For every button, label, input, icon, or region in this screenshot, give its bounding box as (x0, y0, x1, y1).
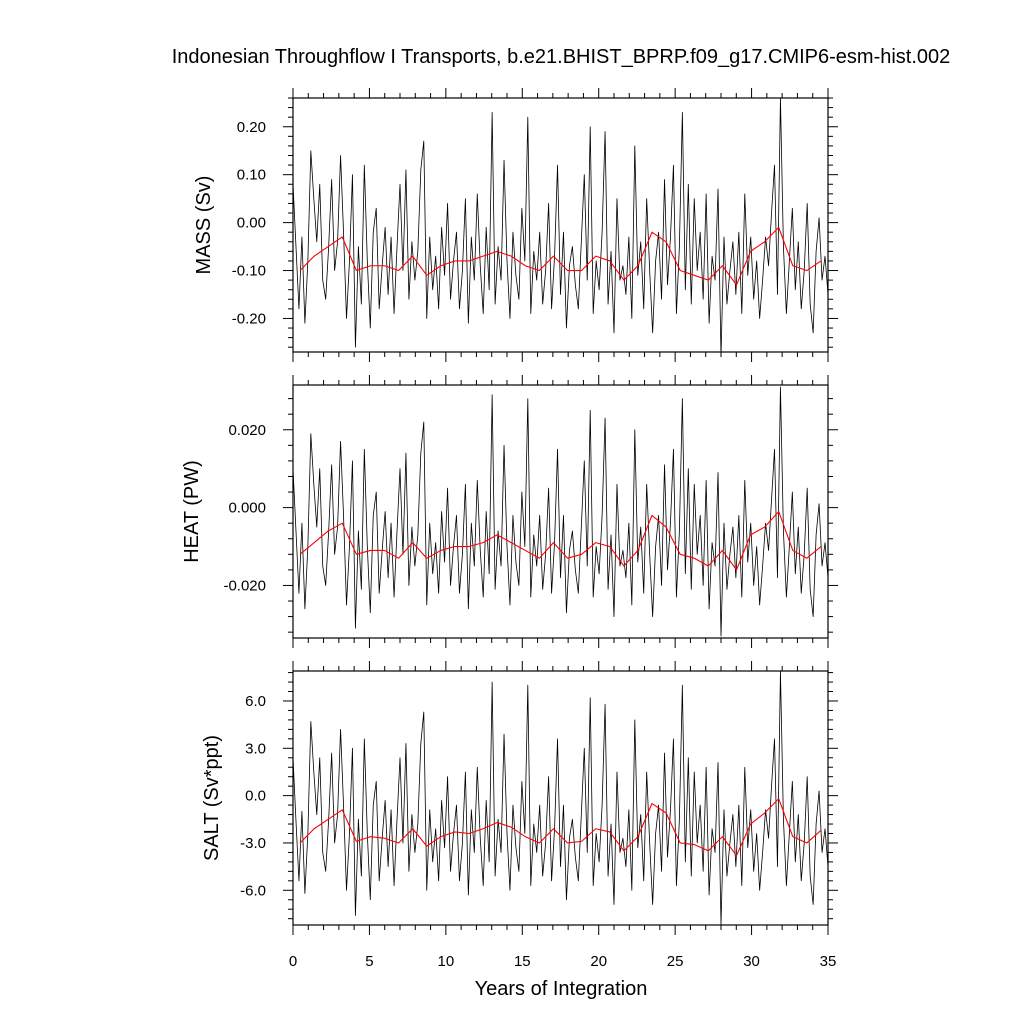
monthly-series-line (292, 670, 829, 926)
y-tick-label: -3.0 (240, 835, 266, 852)
y-tick-label: 0.020 (228, 422, 266, 439)
x-tick-label: 15 (514, 953, 531, 970)
y-tick-label: -0.20 (232, 310, 266, 327)
y-axis-label: SALT (Sv*ppt) (201, 735, 223, 861)
panel-frame (292, 384, 829, 639)
y-axis-label: MASS (Sv) (193, 176, 215, 275)
x-tick-label: 0 (289, 953, 297, 970)
y-axis-label: HEAT (PW) (181, 460, 203, 563)
x-tick-label: 5 (365, 953, 373, 970)
x-tick-label: 35 (820, 953, 837, 970)
monthly-series-line (292, 97, 829, 358)
x-tick-label: 20 (590, 953, 607, 970)
y-tick-label: -0.10 (232, 263, 266, 280)
x-tick-label: 30 (743, 953, 760, 970)
panel-frame (292, 97, 829, 353)
annual-mean-line (299, 798, 822, 857)
y-tick-label: 0.0 (245, 788, 266, 805)
y-tick-label: 0.000 (228, 500, 266, 517)
y-tick-label: 0.20 (237, 119, 266, 136)
x-tick-label: 25 (667, 953, 684, 970)
annual-mean-line (299, 510, 822, 571)
y-tick-label: 0.00 (237, 215, 266, 232)
y-tick-label: -0.020 (223, 577, 266, 594)
panel-frame (292, 670, 829, 926)
chart-title: Indonesian Throughflow I Transports, b.e… (171, 46, 951, 68)
y-tick-label: 0.10 (237, 167, 266, 184)
y-tick-label: 6.0 (245, 693, 266, 710)
y-tick-label: -6.0 (240, 882, 266, 899)
annual-mean-line (299, 226, 822, 286)
x-axis-label: Years of Integration (475, 978, 648, 1000)
monthly-series-line (292, 386, 829, 637)
x-tick-label: 10 (438, 953, 455, 970)
y-tick-label: 3.0 (245, 740, 266, 757)
